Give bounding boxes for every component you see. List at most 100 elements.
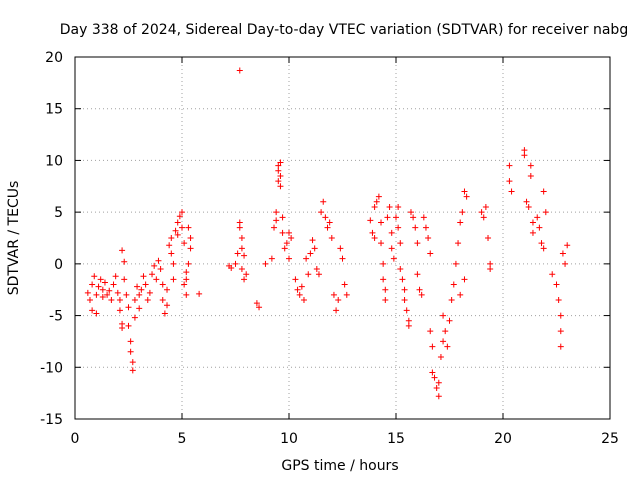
y-axis-label: SDTVAR / TECUs bbox=[6, 181, 22, 296]
data-point-marker bbox=[159, 297, 166, 304]
data-point-marker bbox=[271, 224, 278, 231]
data-point-marker bbox=[311, 245, 318, 252]
data-point-marker bbox=[403, 307, 410, 314]
data-point-marker bbox=[110, 281, 117, 288]
data-point-marker bbox=[414, 271, 421, 278]
data-point-marker bbox=[119, 247, 126, 254]
x-tick-label: 10 bbox=[280, 431, 298, 447]
data-point-marker bbox=[461, 276, 468, 283]
data-point-marker bbox=[557, 343, 564, 350]
data-point-marker bbox=[395, 224, 402, 231]
data-point-marker bbox=[241, 276, 248, 283]
grid-lines bbox=[75, 57, 610, 419]
data-point-marker bbox=[373, 198, 380, 205]
data-point-marker bbox=[164, 302, 171, 309]
data-point-marker bbox=[309, 237, 316, 244]
data-point-marker bbox=[86, 297, 93, 304]
data-point-marker bbox=[179, 224, 185, 231]
data-point-marker bbox=[339, 255, 346, 262]
data-point-marker bbox=[433, 384, 440, 391]
data-point-marker bbox=[440, 338, 447, 345]
data-point-marker bbox=[268, 255, 275, 262]
data-point-marker bbox=[166, 242, 173, 249]
data-point-marker bbox=[429, 343, 436, 350]
data-point-marker bbox=[151, 262, 158, 269]
data-point-marker bbox=[395, 203, 402, 210]
data-point-marker bbox=[112, 273, 119, 280]
data-point-marker bbox=[243, 271, 250, 278]
data-point-marker bbox=[183, 269, 190, 276]
data-point-marker bbox=[508, 188, 515, 195]
data-point-marker bbox=[440, 312, 447, 319]
data-point-marker bbox=[275, 178, 282, 185]
data-point-marker bbox=[371, 203, 378, 210]
data-point-marker bbox=[559, 250, 566, 257]
data-point-marker bbox=[277, 159, 284, 166]
data-point-marker bbox=[322, 214, 329, 221]
data-point-marker bbox=[153, 276, 160, 283]
data-point-marker bbox=[273, 209, 280, 216]
axis-ticks: 0 5 10 15 20 25 -15 -10 -5 0 5 10 15 20 bbox=[40, 50, 619, 447]
data-point-marker bbox=[448, 297, 455, 304]
data-point-marker bbox=[405, 317, 412, 324]
y-tick-label: 5 bbox=[54, 205, 63, 221]
data-point-marker bbox=[540, 188, 547, 195]
data-point-marker bbox=[523, 198, 530, 205]
data-point-marker bbox=[127, 338, 134, 345]
data-point-marker bbox=[540, 245, 547, 252]
data-point-marker bbox=[388, 245, 395, 252]
data-point-marker bbox=[480, 214, 487, 221]
data-point-marker bbox=[463, 193, 470, 200]
data-point-marker bbox=[138, 286, 145, 293]
data-point-marker bbox=[89, 307, 96, 314]
data-point-marker bbox=[328, 235, 335, 241]
data-point-marker bbox=[416, 286, 423, 293]
data-point-marker bbox=[380, 276, 387, 283]
data-point-marker bbox=[134, 283, 141, 290]
data-point-marker bbox=[196, 290, 203, 297]
data-point-marker bbox=[183, 276, 190, 283]
data-point-marker bbox=[534, 214, 541, 221]
data-point-marker bbox=[172, 227, 179, 234]
data-point-marker bbox=[525, 203, 532, 210]
y-tick-label: 10 bbox=[45, 153, 63, 169]
data-point-marker bbox=[320, 198, 327, 205]
data-point-marker bbox=[435, 379, 442, 386]
data-point-marker bbox=[482, 203, 489, 210]
data-point-marker bbox=[459, 209, 466, 216]
data-point-marker bbox=[461, 188, 468, 195]
data-point-marker bbox=[529, 219, 536, 226]
data-point-marker bbox=[187, 235, 194, 241]
data-point-marker bbox=[288, 235, 295, 241]
data-point-marker bbox=[236, 224, 243, 231]
data-point-marker bbox=[176, 213, 183, 220]
data-point-marker bbox=[136, 305, 143, 312]
data-point-marker bbox=[131, 314, 138, 321]
data-point-marker bbox=[305, 271, 312, 278]
data-point-marker bbox=[437, 353, 444, 360]
data-point-marker bbox=[127, 348, 134, 355]
data-point-marker bbox=[279, 229, 286, 236]
data-point-marker bbox=[337, 245, 344, 252]
data-point-marker bbox=[174, 219, 181, 226]
y-tick-label: 0 bbox=[54, 257, 63, 273]
data-point-marker bbox=[129, 359, 136, 366]
data-point-marker bbox=[315, 271, 322, 278]
data-point-marker bbox=[371, 235, 378, 241]
data-point-marker bbox=[382, 297, 389, 304]
data-point-marker bbox=[181, 240, 188, 247]
data-point-marker bbox=[457, 219, 464, 226]
data-point-marker bbox=[168, 235, 175, 241]
data-point-marker bbox=[538, 240, 545, 247]
data-point-marker bbox=[144, 297, 151, 304]
data-point-marker bbox=[185, 224, 192, 231]
data-point-marker bbox=[164, 286, 171, 293]
y-tick-label: -5 bbox=[49, 309, 63, 325]
data-point-marker bbox=[397, 266, 404, 273]
x-tick-label: 25 bbox=[601, 431, 619, 447]
data-point-marker bbox=[521, 152, 528, 159]
data-point-marker bbox=[159, 281, 166, 288]
data-point-marker bbox=[181, 281, 188, 288]
data-point-marker bbox=[277, 183, 284, 190]
data-point-marker bbox=[542, 209, 549, 216]
